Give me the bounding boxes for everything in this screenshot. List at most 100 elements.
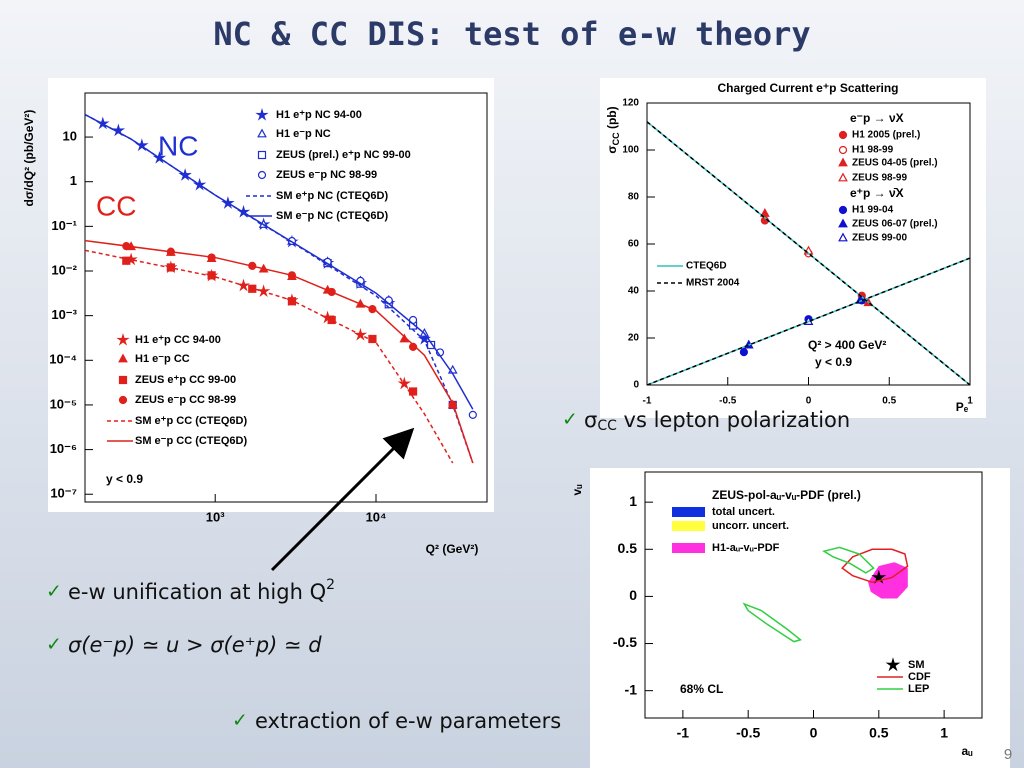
legend-swatch (672, 521, 705, 531)
bullet-part: σ(e⁻p) ≃ u > σ(e⁺p) ≃ d (68, 633, 322, 657)
x-tick-label: 1 (940, 725, 948, 741)
marker (122, 256, 131, 265)
x-tick-label: -1 (643, 396, 652, 407)
legend-label: CTEQ6D (686, 261, 727, 272)
legend-label: H1 99-04 (852, 205, 894, 216)
x-tick-label: 1 (967, 396, 973, 407)
y-tick-label: 10⁻⁴ (49, 352, 77, 367)
marker (871, 569, 887, 584)
y-tick-label: 10⁻³ (51, 307, 77, 322)
marker (408, 387, 418, 396)
contour (868, 562, 908, 599)
plot-area (647, 121, 970, 385)
legend-label: LEP (908, 683, 929, 695)
y-tick-label: 10 (63, 128, 77, 143)
legend-label: SM e⁺p CC (CTEQ6D) (135, 415, 247, 427)
marker (287, 297, 297, 306)
legend-label: H1 e⁻p CC (135, 353, 190, 365)
marker (408, 342, 418, 351)
marker (885, 657, 901, 672)
legend-label: SM e⁻p NC (CTEQ6D) (276, 210, 388, 222)
y-tick-label: 40 (628, 286, 640, 297)
cc-label: CC (96, 190, 136, 221)
marker (257, 170, 267, 180)
x-tick-label: 10³ (206, 509, 225, 524)
marker (838, 172, 848, 182)
marker (207, 271, 216, 280)
x-tick-label: 0.5 (869, 725, 889, 741)
y-axis-label: vᵤ (570, 484, 584, 496)
y-axis-label: σCC (pb) (605, 106, 621, 153)
legend-group: e⁻p → νX (850, 111, 904, 125)
check-icon: ✓ (46, 581, 62, 603)
chart-title: Charged Current e⁺p Scattering (717, 81, 898, 95)
arrow (270, 427, 415, 572)
x-axis-label: Pₑ (956, 400, 969, 414)
legend-label: SM e⁺p NC (CTEQ6D) (276, 190, 388, 202)
y-tick-label: 120 (622, 98, 639, 109)
marker (739, 348, 749, 357)
marker (257, 128, 267, 138)
y-tick-label: 1 (629, 493, 637, 509)
marker (327, 315, 336, 325)
legend-label: ZEUS e⁻p NC 98-99 (276, 169, 377, 181)
panel (600, 78, 986, 418)
bullet: σCC vs lepton polarization (584, 408, 850, 434)
check-icon: ✓ (562, 409, 578, 431)
curve (647, 257, 970, 385)
bullet-part: σ (584, 408, 597, 432)
x-tick-label: -0.5 (719, 396, 737, 407)
curve (647, 121, 970, 385)
y-tick-label: -1 (625, 681, 638, 697)
y-tick-label: 0 (633, 380, 639, 391)
marker (256, 284, 271, 298)
marker (116, 332, 130, 346)
legend-label: ZEUS 06-07 (prel.) (852, 219, 938, 230)
panel (590, 468, 1010, 768)
check-icon: ✓ (46, 634, 62, 656)
panel (48, 78, 494, 512)
legend-swatch (672, 543, 705, 553)
x-axis-label: Q² (GeV²) (426, 542, 479, 556)
legend-label: H1 e⁺p NC 94-00 (276, 109, 362, 121)
legend-label: H1 98-99 (852, 145, 894, 156)
marker (760, 208, 770, 217)
legend-label: ZEUS e⁻p CC 98-99 (135, 394, 236, 406)
legend-label: MRST 2004 (686, 278, 740, 289)
legend-label: SM e⁻p CC (CTEQ6D) (135, 435, 247, 447)
legend-label: uncorr. uncert. (712, 520, 789, 532)
legend-label: total uncert. (712, 506, 775, 518)
marker (838, 232, 848, 242)
bullet: extraction of e-w parameters (255, 709, 561, 733)
y-axis-label-part: (pb) (605, 106, 619, 132)
annotation: Q² > 400 GeV² (808, 338, 886, 352)
x-tick-label: 10⁴ (366, 509, 387, 524)
marker (118, 395, 128, 405)
contour (822, 546, 875, 574)
y-tick-label: 60 (628, 239, 640, 250)
bullet: e-w unification at high Q2 (68, 577, 335, 604)
annotation: 68% CL (680, 682, 723, 696)
legend-label: CDF (908, 671, 931, 683)
marker (255, 107, 269, 121)
annotation: y < 0.9 (815, 355, 852, 369)
page-number: 9 (1004, 746, 1012, 763)
y-tick-label: 10⁻¹ (51, 218, 77, 233)
curve (85, 113, 474, 410)
y-axis-label-part: σ (605, 145, 619, 153)
x-tick-label: 0 (806, 396, 812, 407)
legend-label: H1-aᵤ-vᵤ-PDF (712, 542, 780, 554)
marker (257, 150, 267, 160)
contour (841, 548, 909, 584)
legend-label: ZEUS (prel.) e⁺p NC 99-00 (276, 149, 411, 161)
plot-frame (84, 92, 488, 503)
y-tick-label: 10⁻⁵ (50, 396, 77, 411)
bullet-part: vs lepton polarization (617, 408, 850, 432)
y-tick-label: -0.5 (613, 634, 637, 650)
marker (838, 145, 848, 155)
legend-label: ZEUS e⁺p CC 99-00 (135, 374, 236, 386)
legend-label: ZEUS 99-00 (852, 233, 907, 244)
marker (368, 334, 377, 344)
